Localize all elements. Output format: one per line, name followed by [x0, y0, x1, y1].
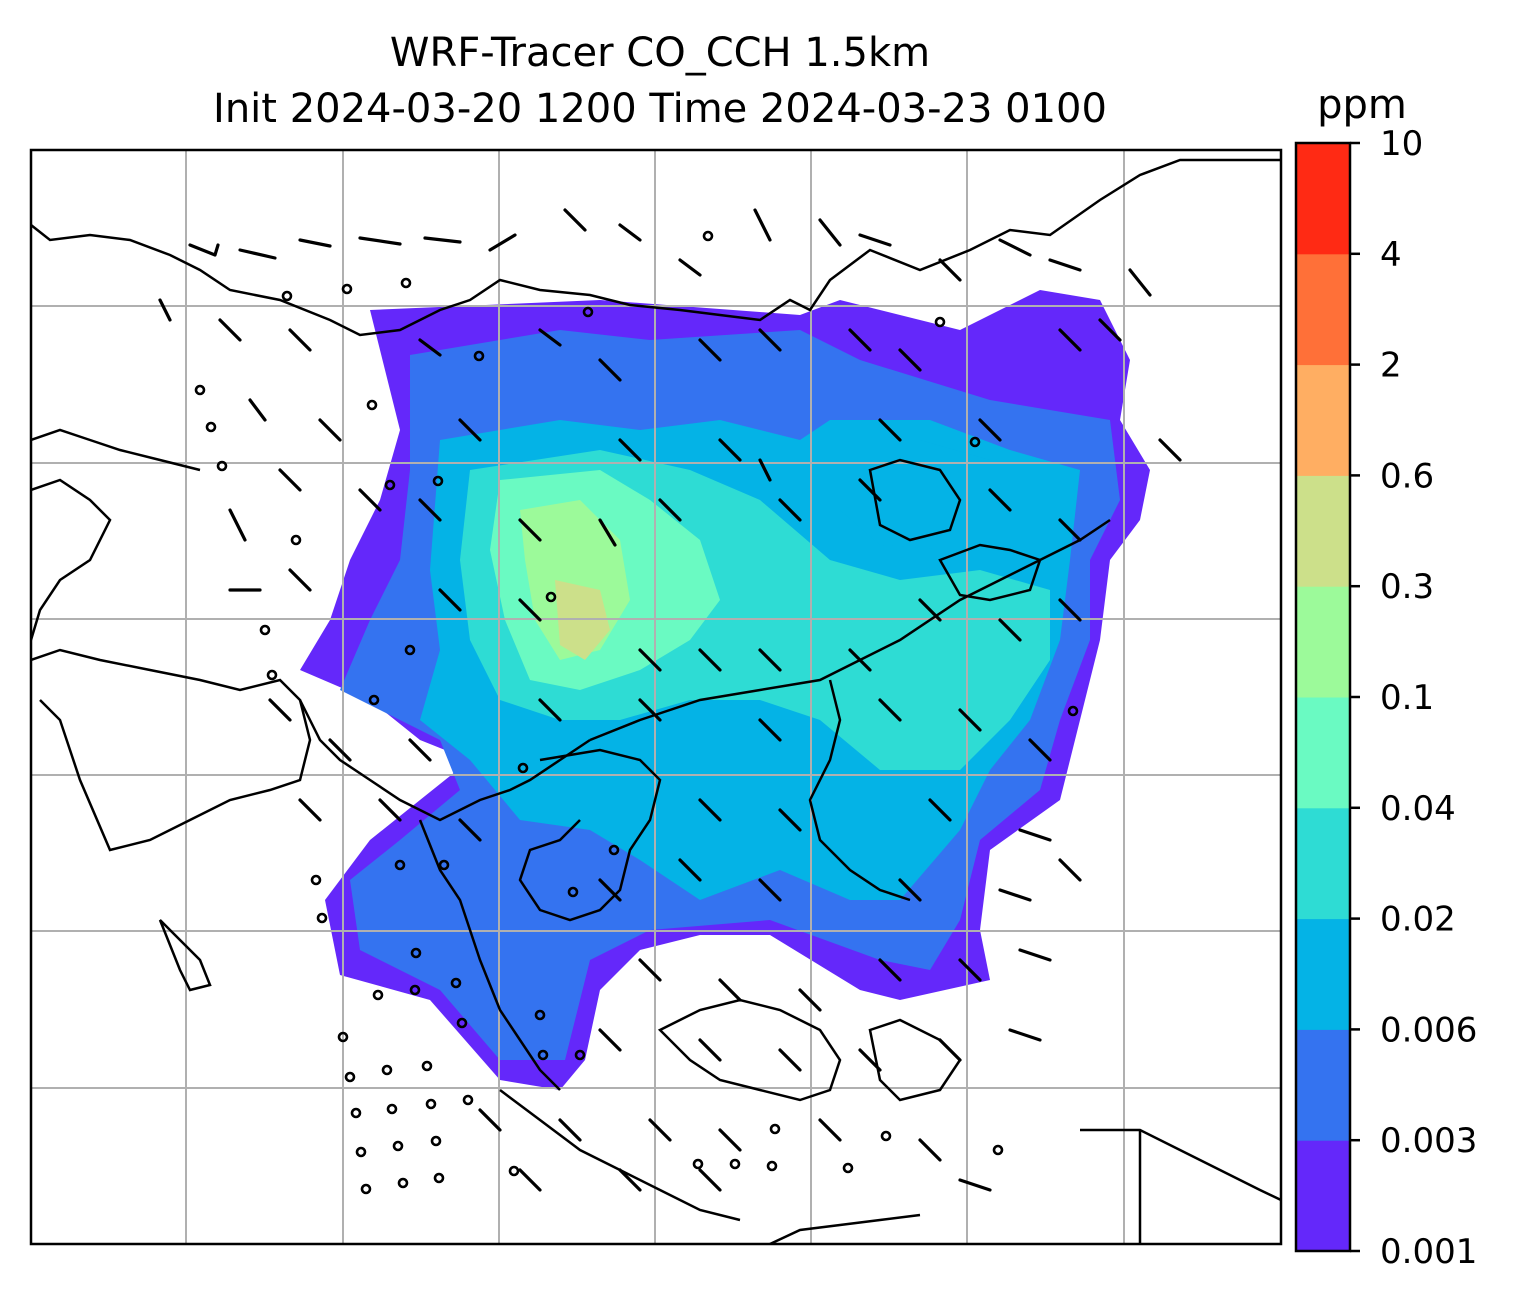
coastlines — [31, 158, 1281, 1244]
colorbar-unit-label: ppm — [1317, 82, 1407, 128]
colorbar-band-3 — [1296, 807, 1350, 920]
colorbar-tick-label: 0.04 — [1380, 789, 1456, 829]
colorbar-frame — [1294, 141, 1352, 1253]
calm-circles — [194, 230, 1079, 1195]
colorbar-band-5 — [1296, 586, 1350, 698]
map-frame — [29, 148, 1283, 1246]
gridlines — [31, 150, 1281, 1244]
colorbar-tick-label: 0.003 — [1380, 1121, 1477, 1161]
colorbar-band-7 — [1296, 364, 1350, 476]
concentration-field — [300, 290, 1150, 1090]
colorbar-tick-label: 0.006 — [1380, 1010, 1477, 1050]
colorbar-tick-label: 0.001 — [1380, 1232, 1477, 1272]
map-title-line2: Init 2024-03-20 1200 Time 2024-03-23 010… — [213, 86, 1107, 132]
colorbar-tick-label: 10 — [1380, 124, 1423, 164]
colorbar-band-1 — [1296, 1029, 1350, 1141]
colorbar-band-8 — [1296, 253, 1350, 366]
colorbar: ppm 0.001 0.003 0.006 0.02 0.04 0.1 0.3 0.6 2 4 10 — [1294, 82, 1477, 1272]
colorbar-tick-label: 4 — [1380, 235, 1402, 275]
colorbar-tick-label: 0.02 — [1380, 900, 1456, 940]
colorbar-tick-label: 2 — [1380, 346, 1402, 386]
band-0.006b — [840, 440, 1020, 550]
map-title-line1: WRF-Tracer CO_CCH 1.5km — [389, 30, 931, 76]
colorbar-tick-label: 0.6 — [1380, 456, 1434, 496]
wind-barbs — [158, 208, 1182, 1192]
colorbar-tick-label: 0.3 — [1380, 567, 1434, 607]
colorbar-band-9 — [1296, 143, 1350, 255]
map-panel — [31, 150, 1281, 1244]
colorbar-band-2 — [1296, 918, 1350, 1030]
colorbar-band-0 — [1296, 1140, 1350, 1252]
colorbar-band-4 — [1296, 697, 1350, 809]
colorbar-band-6 — [1296, 475, 1350, 587]
colorbar-tick-label: 0.1 — [1380, 678, 1434, 718]
